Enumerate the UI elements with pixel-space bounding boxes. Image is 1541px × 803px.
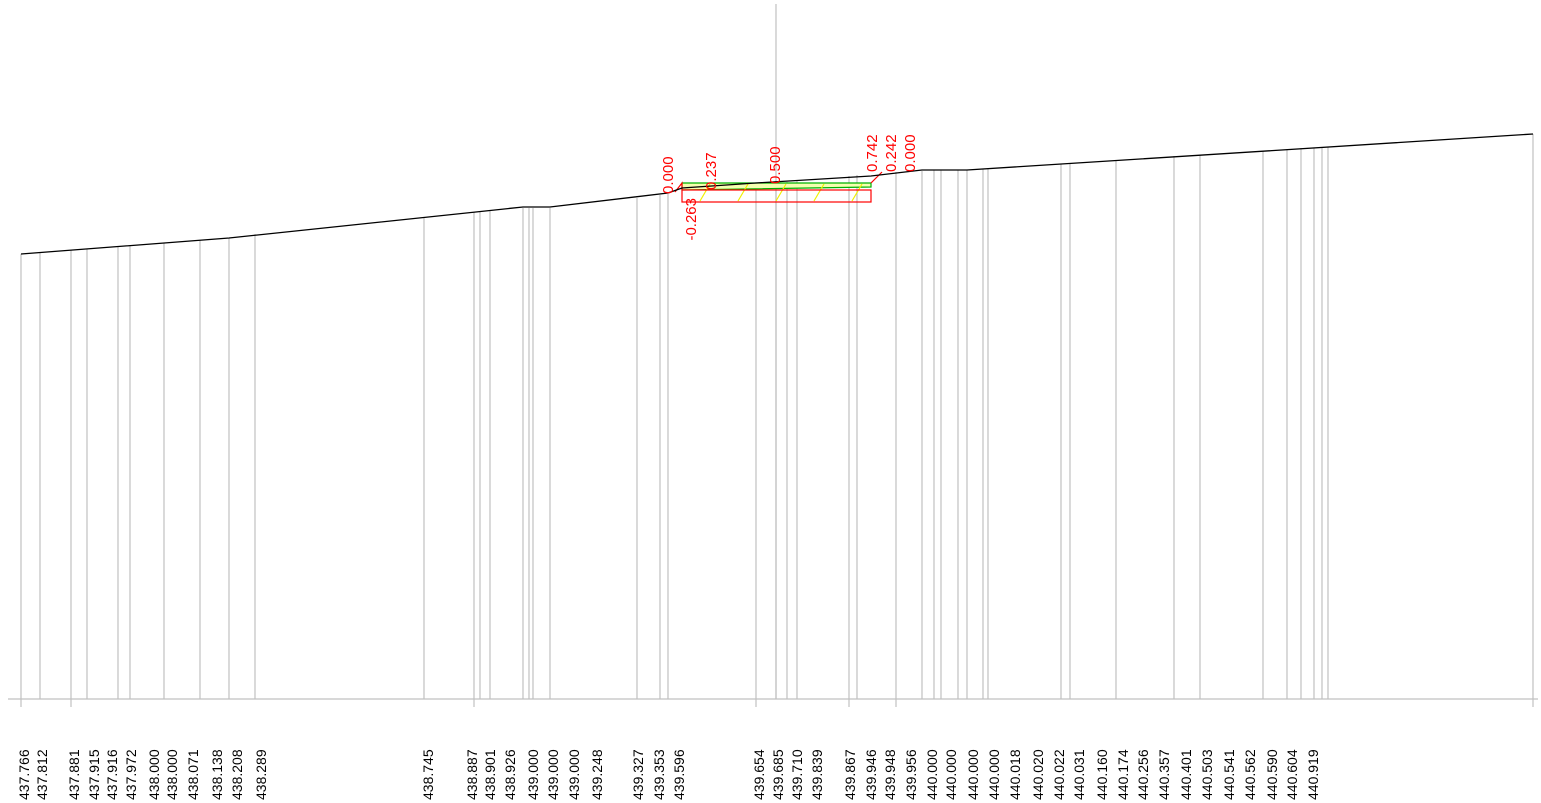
offset-label: 0.000 — [660, 156, 677, 194]
elevation-label: 439.353 — [651, 749, 667, 800]
right-slope — [870, 171, 883, 184]
elevation-label: 438.887 — [464, 749, 480, 800]
station-lines — [20, 134, 1534, 699]
elevation-label: 439.596 — [671, 749, 687, 800]
elevation-label: 440.000 — [943, 749, 959, 800]
elevation-label: 438.138 — [209, 749, 225, 800]
elevation-label: 438.208 — [229, 749, 245, 800]
elevation-label: 438.071 — [185, 749, 201, 800]
elevation-label: 439.000 — [566, 749, 582, 800]
elevation-label: 440.000 — [924, 749, 940, 800]
elevation-label: 440.604 — [1284, 749, 1300, 800]
offset-label: 0.237 — [703, 152, 720, 190]
elevation-label: 439.685 — [770, 749, 786, 800]
elevation-label: 437.881 — [66, 749, 82, 800]
elevation-label: 440.401 — [1178, 749, 1194, 800]
elevation-label: 439.000 — [545, 749, 561, 800]
elevation-label: 437.915 — [86, 749, 102, 800]
elevation-label: 439.839 — [809, 749, 825, 800]
elevation-label: 437.812 — [34, 749, 50, 800]
elevation-label: 437.916 — [104, 749, 120, 800]
elevation-label: 438.901 — [482, 749, 498, 800]
elevation-label: 439.946 — [863, 749, 879, 800]
hatch-line — [851, 183, 863, 202]
elevation-label: 440.020 — [1030, 749, 1046, 800]
elevation-label: 440.357 — [1156, 749, 1172, 800]
elevation-label: 440.590 — [1264, 749, 1280, 800]
elevation-labels: 437.766 437.812 437.881 437.915 437.916 437.9… — [16, 749, 1321, 800]
elevation-label: 438.000 — [146, 749, 162, 800]
elevation-label: 440.562 — [1242, 749, 1258, 800]
offset-label: 0.000 — [902, 134, 919, 172]
elevation-label: 440.174 — [1115, 749, 1131, 800]
hatch-line — [737, 183, 749, 202]
hatch-line — [813, 183, 825, 202]
elevation-label: 438.745 — [420, 749, 436, 800]
elevation-label: 437.766 — [16, 749, 32, 800]
elevation-label: 439.948 — [882, 749, 898, 800]
offset-label: 0.742 — [864, 134, 881, 172]
elevation-label: 439.327 — [630, 749, 646, 800]
elevation-label: 439.710 — [789, 749, 805, 800]
offset-label: -0.263 — [683, 198, 700, 241]
elevation-label: 440.031 — [1071, 749, 1087, 800]
elevation-label: 440.000 — [986, 749, 1002, 800]
elevation-label: 440.160 — [1094, 749, 1110, 800]
hatch-line — [775, 183, 787, 202]
elevation-label: 440.022 — [1051, 749, 1067, 800]
offset-label: 0.500 — [767, 146, 784, 184]
elevation-label: 439.956 — [903, 749, 919, 800]
elevation-label: 438.289 — [253, 749, 269, 800]
elevation-label: 438.926 — [502, 749, 518, 800]
elevation-label: 440.256 — [1135, 749, 1151, 800]
elevation-label: 439.654 — [751, 749, 767, 800]
elevation-label: 439.867 — [842, 749, 858, 800]
elevation-label: 439.000 — [525, 749, 541, 800]
elevation-label: 440.000 — [965, 749, 981, 800]
elevation-label: 437.972 — [123, 749, 139, 800]
elevation-label: 440.541 — [1221, 749, 1237, 800]
elevation-label: 439.248 — [589, 749, 605, 800]
ground-line — [20, 133, 1534, 255]
elevation-label: 440.919 — [1305, 749, 1321, 800]
offset-label: 0.242 — [883, 134, 900, 172]
subgrade-box — [681, 189, 872, 203]
elevation-label: 440.503 — [1199, 749, 1215, 800]
baseline-ticks — [20, 699, 1534, 707]
elevation-label: 438.000 — [164, 749, 180, 800]
elevation-label: 440.018 — [1007, 749, 1023, 800]
